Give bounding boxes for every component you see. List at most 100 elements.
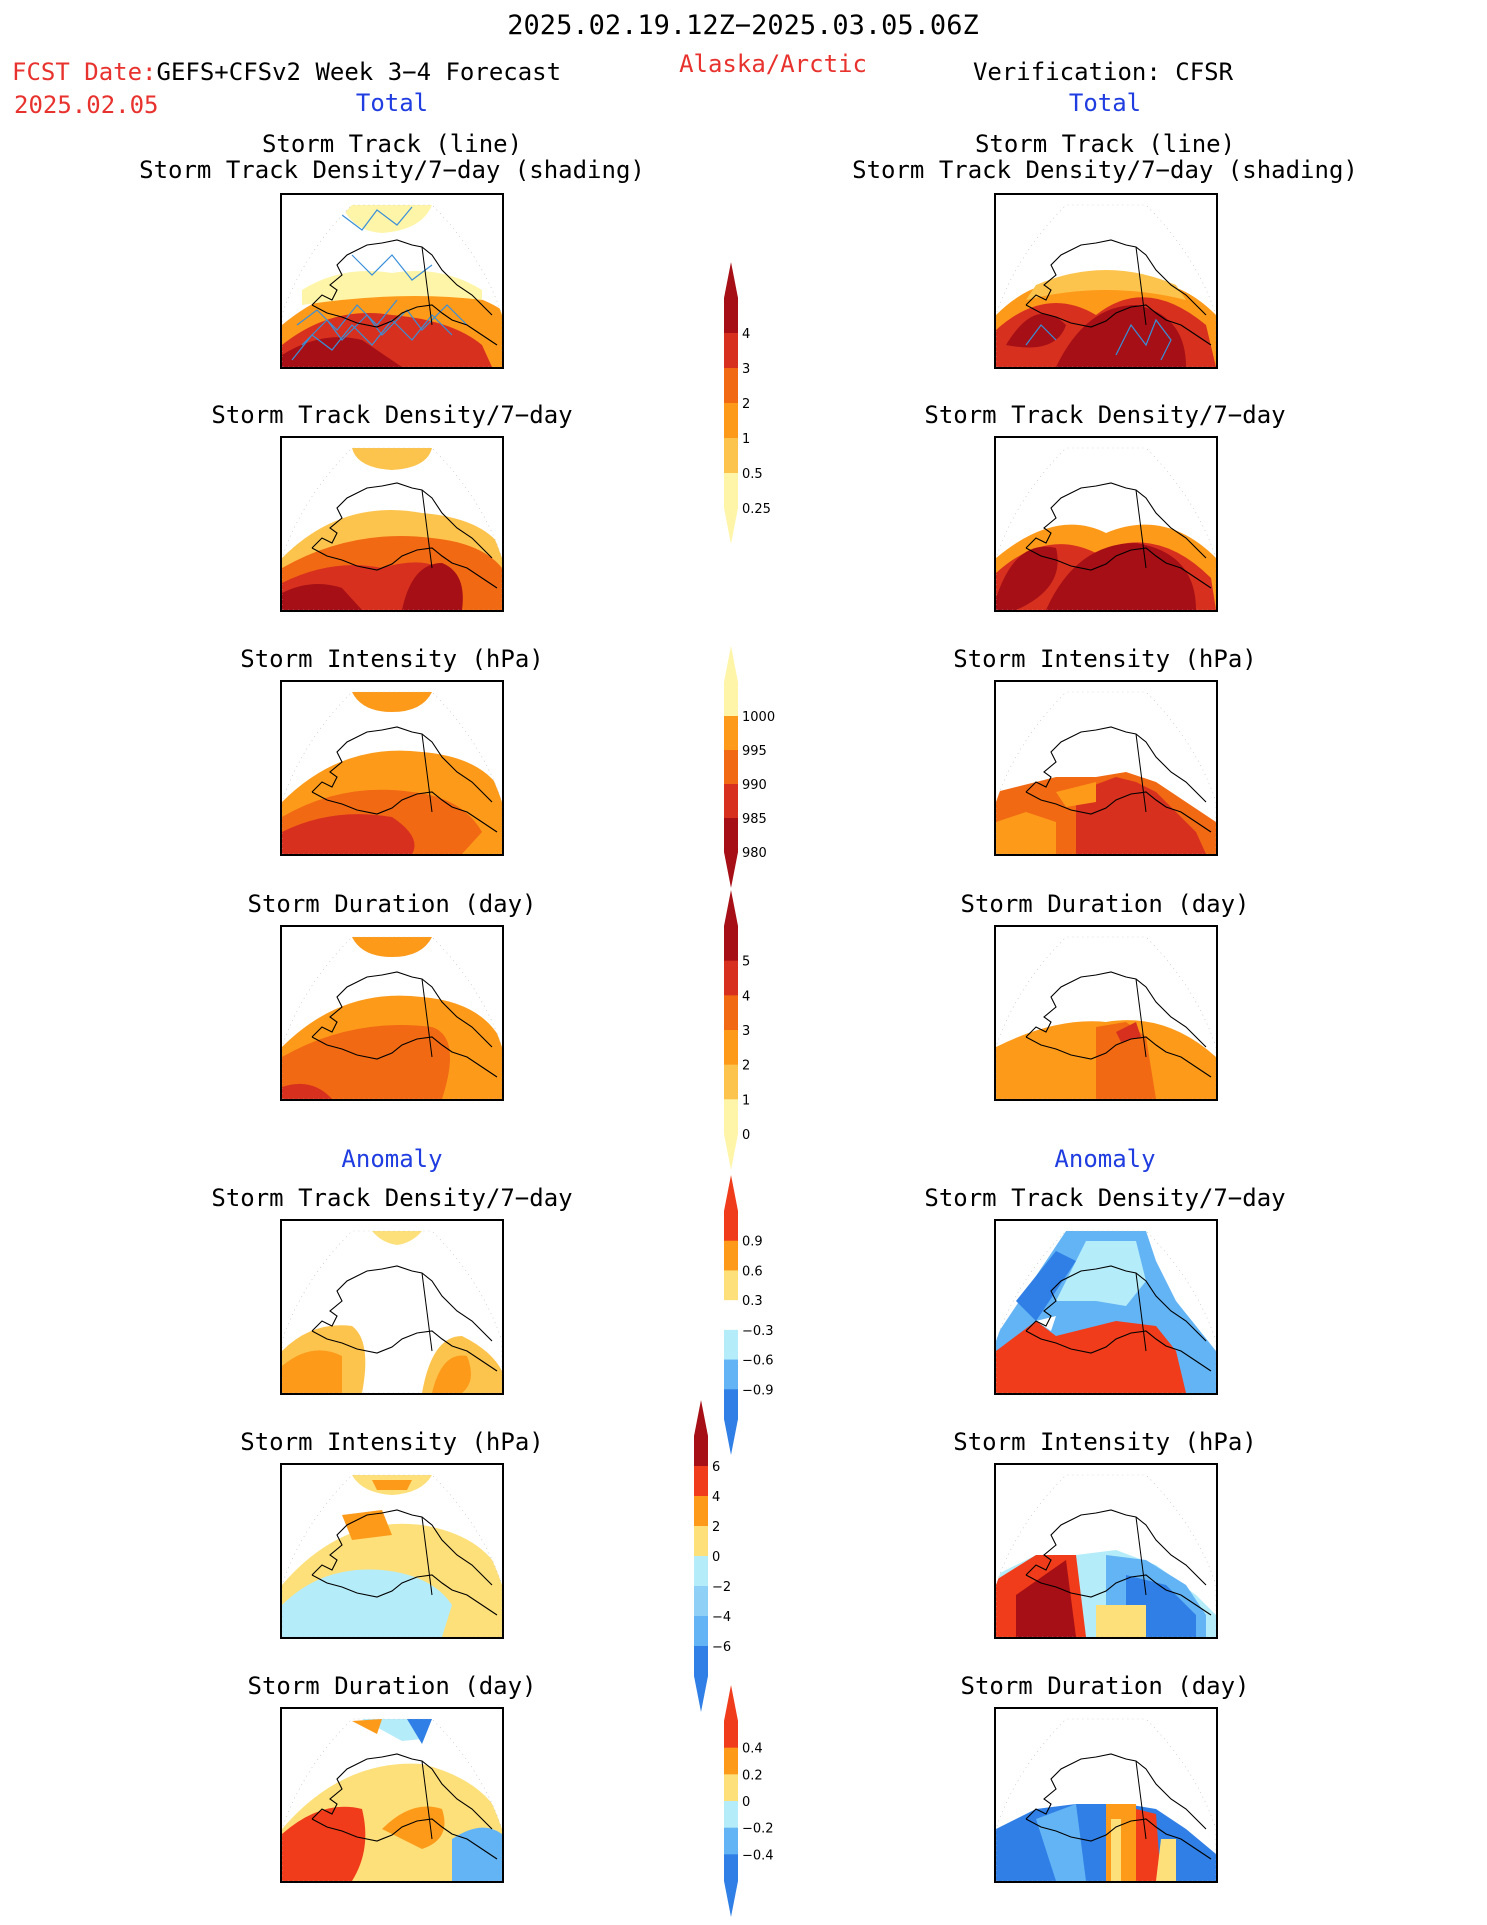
colorbar-segment: [724, 403, 738, 439]
colorbar-segment: [724, 1721, 738, 1749]
storm-track-line: [1025, 318, 1172, 361]
colorbar-segment: [724, 926, 738, 962]
colorbar-tick-label: 0: [742, 1128, 750, 1143]
domain-outline: [282, 691, 502, 854]
coastline: [311, 1509, 498, 1616]
shading-region: [1096, 1605, 1146, 1637]
shading-region: [1056, 305, 1186, 367]
shading-region: [282, 584, 362, 610]
shading-region: [407, 1719, 432, 1744]
colorbar-tick-label: 2: [712, 1520, 720, 1535]
colorbar-segment: [724, 1801, 738, 1829]
fcst-label: FCST Date:: [12, 58, 157, 86]
colorbar-tick-label: −0.9: [742, 1383, 774, 1398]
colorbar-segment: [694, 1496, 708, 1527]
map-track-verification: [994, 193, 1218, 369]
colorbar-segment: [724, 716, 738, 751]
domain-outline: [282, 447, 502, 610]
shading-region: [282, 1806, 366, 1881]
colorbar-tick-label: 985: [742, 812, 767, 827]
colorbar-tick-label: 4: [742, 989, 750, 1004]
shading-region: [352, 448, 432, 470]
border-line: [1135, 978, 1147, 1058]
shading-region: [1026, 270, 1186, 300]
title-track-shading-left: Storm Track Density/7−day (shading): [139, 156, 645, 184]
colorbar-segment: [724, 1854, 738, 1882]
border-line: [1135, 246, 1147, 326]
colorbar-tick-label: −0.4: [742, 1848, 774, 1863]
map-intensity-forecast: [280, 680, 504, 856]
colorbar-segment: [724, 1300, 738, 1331]
colorbar-tick-label: 4: [712, 1490, 720, 1505]
colorbar-tick-label: −2: [712, 1580, 731, 1595]
map-track-forecast: [280, 193, 504, 369]
shading-region: [282, 814, 415, 854]
shading-region: [282, 337, 402, 367]
title-anom-density-right: Storm Track Density/7−day: [924, 1184, 1286, 1212]
colorbar-segment: [724, 1747, 738, 1775]
shading-region: [352, 937, 432, 957]
colorbar-segment: [724, 1359, 738, 1390]
shading-region: [1006, 313, 1066, 348]
shading-region: [302, 271, 482, 305]
colorbar-segment: [694, 1436, 708, 1467]
colorbar-segment: [724, 1030, 738, 1066]
colorbar-tick-label: 3: [742, 362, 750, 377]
colorbar-segment: [724, 473, 738, 509]
shading-region: [1076, 777, 1206, 854]
title-intensity-right: Storm Intensity (hPa): [953, 645, 1257, 673]
colorbar-tick-label: 1: [742, 432, 750, 447]
colorbar-tick-label: 1: [742, 1093, 750, 1108]
colorbar-segment: [694, 1586, 708, 1617]
domain-outline: [282, 936, 502, 1099]
title-anom-intensity-left: Storm Intensity (hPa): [240, 1428, 544, 1456]
colorbar-top-arrow: [724, 646, 738, 682]
shading-region: [1046, 543, 1196, 610]
colorbar-bottom-arrow: [724, 1134, 738, 1170]
colorbar-tick-label: −4: [712, 1610, 731, 1625]
colorbar-segment: [724, 1211, 738, 1242]
colorbar-segment: [694, 1616, 708, 1647]
colorbar-tick-label: 0.5: [742, 467, 763, 482]
colorbar-tick-label: 0.4: [742, 1742, 763, 1757]
map-anom-intensity-verification: [994, 1463, 1218, 1639]
coastline: [1025, 1753, 1212, 1860]
border-line: [421, 489, 433, 569]
coastline: [311, 971, 498, 1078]
colorbar-top-arrow: [724, 262, 738, 298]
colorbar-segment: [724, 333, 738, 369]
shading-region: [1111, 1819, 1121, 1881]
domain-outline: [996, 936, 1216, 1099]
colorbar-intensity-anomaly: 6 4 2 0 −2 −4 −6: [694, 1400, 731, 1712]
colorbar-bottom-arrow: [724, 508, 738, 544]
anomaly-label-left: Anomaly: [341, 1145, 443, 1173]
border-line: [1135, 733, 1147, 813]
shading-region: [1056, 1321, 1186, 1393]
colorbar-tick-label: 0.3: [742, 1294, 763, 1309]
shading-region: [352, 692, 432, 712]
colorbar-tick-label: 0.6: [742, 1264, 763, 1279]
title-intensity-left: Storm Intensity (hPa): [240, 645, 544, 673]
colorbar-tick-label: 2: [742, 397, 750, 412]
shading-region: [1036, 1316, 1056, 1331]
colorbar-segment: [724, 784, 738, 819]
shading-region: [1016, 1560, 1076, 1637]
colorbar-segment: [724, 1774, 738, 1802]
domain-outline: [996, 1230, 1216, 1393]
fcst-model: GEFS+CFSv2 Week 3−4 Forecast: [156, 58, 562, 86]
shading-region: [1116, 1022, 1141, 1042]
title-track-density-right: Storm Track Density/7−day: [924, 401, 1286, 429]
shading-region: [282, 1350, 342, 1393]
colorbar-segment: [724, 750, 738, 785]
border-line: [421, 1760, 433, 1840]
colorbar-top-arrow: [694, 1400, 708, 1436]
total-label-right: Total: [1068, 89, 1142, 117]
coastline: [311, 1753, 498, 1860]
colorbar-segment: [724, 1240, 738, 1271]
shading-region: [1016, 1251, 1076, 1321]
border-line: [421, 1272, 433, 1352]
colorbar-segment: [724, 1099, 738, 1135]
colorbar-tick-label: 0.9: [742, 1235, 763, 1250]
colorbar-segment: [724, 682, 738, 717]
colorbar-duration-total: 5 4 3 2 1 0: [724, 890, 750, 1170]
